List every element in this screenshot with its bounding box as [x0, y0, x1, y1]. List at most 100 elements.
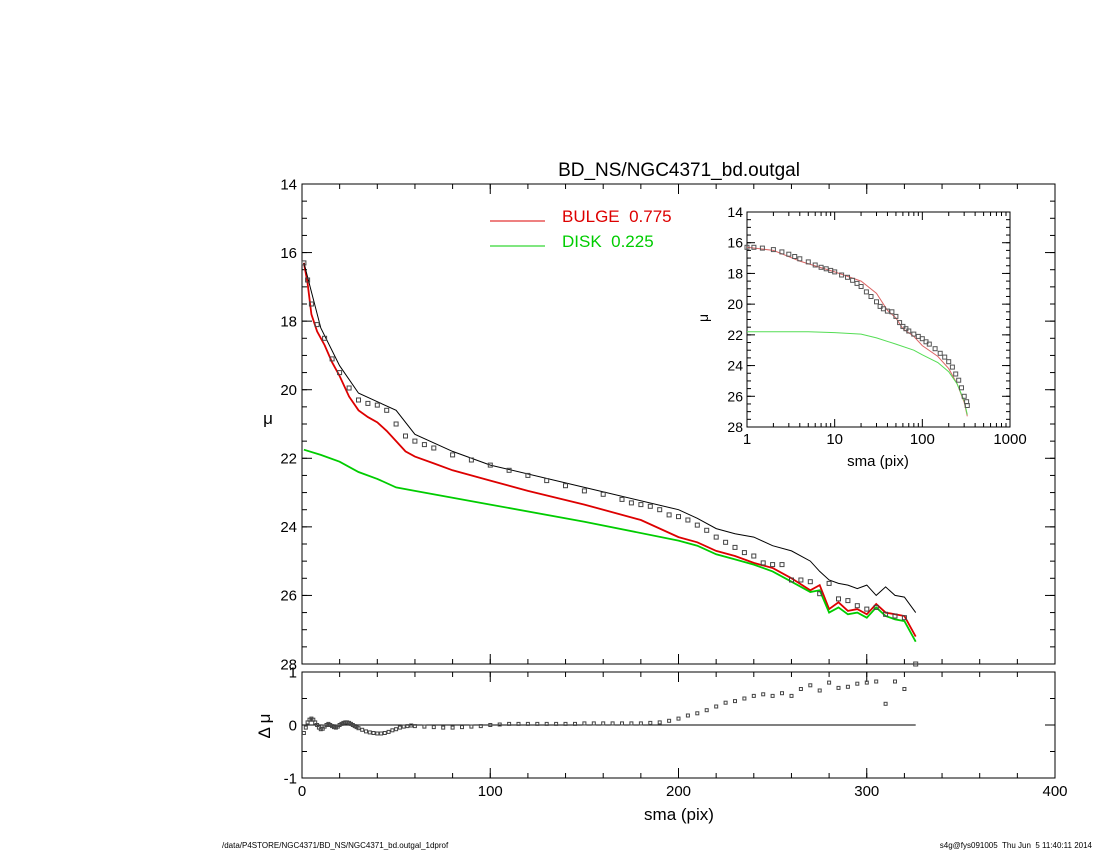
inset-x-tick-label: 1000	[993, 431, 1026, 448]
main-y-tick-label: 14	[280, 176, 297, 193]
inset-y-tick-label: 28	[727, 419, 743, 435]
residual-data-point	[582, 721, 587, 726]
main-y-tick-label: 18	[280, 313, 297, 330]
inset-data-point	[770, 247, 776, 253]
main-data-point	[337, 370, 343, 376]
legend-disk-label: DISK 0.225	[562, 232, 654, 251]
inset-data-point	[919, 336, 925, 342]
residual-data-point	[761, 692, 766, 697]
residual-data-point	[751, 693, 756, 698]
inset-y-tick-label: 16	[727, 235, 743, 251]
residual-data-point	[409, 723, 414, 728]
main-data-point	[619, 496, 625, 502]
residual-data-point	[798, 687, 803, 691]
inset-data-point	[818, 264, 824, 270]
residual-y-tick-label: 1	[289, 664, 297, 681]
residual-data-point	[535, 721, 540, 726]
residual-data-point	[780, 691, 784, 696]
inset-data-point	[964, 403, 970, 408]
residual-data-point	[685, 713, 690, 718]
inset-data-point	[812, 262, 818, 268]
main-total-line	[303, 262, 917, 613]
main-y-tick-label: 16	[280, 245, 297, 262]
residual-data-point	[808, 683, 813, 688]
residual-data-point	[874, 679, 879, 684]
main-data-point	[544, 478, 550, 484]
residual-data-point	[507, 721, 512, 726]
residual-data-point	[704, 708, 709, 713]
main-bulge-line	[303, 262, 917, 638]
inset-data-point	[797, 256, 803, 262]
inset-data-point	[949, 364, 955, 370]
residual-data-point	[827, 680, 832, 685]
inset-data-point	[932, 346, 938, 352]
chart-title: BD_NS/NGC4371_bd.outgal	[558, 160, 800, 181]
main-data-point	[666, 512, 672, 518]
residual-x-tick-label: 300	[854, 783, 879, 800]
residual-data-point	[676, 716, 681, 721]
inset-x-axis-label: sma (pix)	[847, 453, 909, 470]
inset-data-point	[854, 280, 860, 286]
main-data-point	[487, 462, 493, 468]
inset-x-tick-label: 1	[743, 431, 751, 448]
main-data-point	[525, 472, 531, 478]
residual-x-tick-label: 0	[298, 783, 306, 800]
main-data-point	[854, 603, 860, 609]
main-y-tick-label: 22	[280, 451, 297, 468]
inset-data-point	[845, 274, 850, 280]
inset-data-point	[926, 341, 932, 347]
main-data-point	[892, 613, 898, 619]
inset-data-point	[786, 251, 792, 257]
residual-data-point	[770, 693, 775, 698]
main-data-point	[421, 442, 427, 448]
residual-data-point	[460, 725, 464, 730]
residual-data-point	[516, 721, 521, 726]
residual-data-point	[864, 680, 869, 685]
residual-data-point	[714, 704, 719, 709]
inset-data-point	[937, 350, 943, 356]
main-data-point	[676, 514, 681, 520]
residual-y-tick-label: 0	[289, 717, 297, 734]
main-data-point	[873, 604, 879, 610]
inset-data-point	[850, 277, 856, 283]
x-axis-label: sma (pix)	[644, 805, 714, 824]
inset-data-point	[744, 244, 750, 250]
main-y-tick-label: 28	[280, 656, 297, 673]
main-data-point	[431, 445, 437, 451]
inset-data-point	[953, 371, 959, 377]
inset-y-tick-label: 26	[727, 388, 743, 404]
inset-data-point	[858, 284, 864, 289]
main-y-tick-label: 20	[280, 382, 297, 399]
main-data-point	[713, 534, 719, 540]
main-data-point	[779, 562, 785, 568]
inset-y-tick-label: 24	[727, 358, 743, 374]
residual-data-point	[379, 731, 384, 736]
main-data-point	[393, 421, 399, 427]
residual-data-point	[601, 721, 606, 726]
main-data-point	[723, 539, 729, 545]
footer-left: /data/P4STORE/NGC4371/BD_NS/NGC4371_bd.o…	[222, 841, 449, 850]
residual-data-point	[422, 724, 427, 729]
residual-data-point	[573, 721, 577, 726]
residual-y-tick-label: -1	[284, 770, 297, 787]
main-data-point	[308, 301, 314, 307]
main-data-point	[732, 544, 738, 550]
residual-data-point	[469, 724, 474, 729]
main-data-point	[657, 507, 663, 513]
residual-data-point	[497, 722, 502, 727]
main-data-point	[647, 503, 653, 509]
inset-data-point	[889, 309, 895, 315]
residual-data-point	[431, 725, 436, 730]
inset-y-tick-label: 20	[727, 296, 743, 312]
residual-data-point	[667, 718, 672, 723]
residual-data-point	[412, 724, 417, 729]
main-data-point	[817, 591, 823, 597]
main-data-point	[883, 611, 889, 617]
main-data-point	[913, 661, 919, 667]
main-data-point	[403, 433, 408, 439]
residual-data-point	[733, 699, 737, 704]
residual-x-tick-label: 400	[1042, 783, 1067, 800]
residual-y-axis-label: Δ μ	[255, 714, 274, 739]
residual-data-point	[845, 684, 850, 689]
